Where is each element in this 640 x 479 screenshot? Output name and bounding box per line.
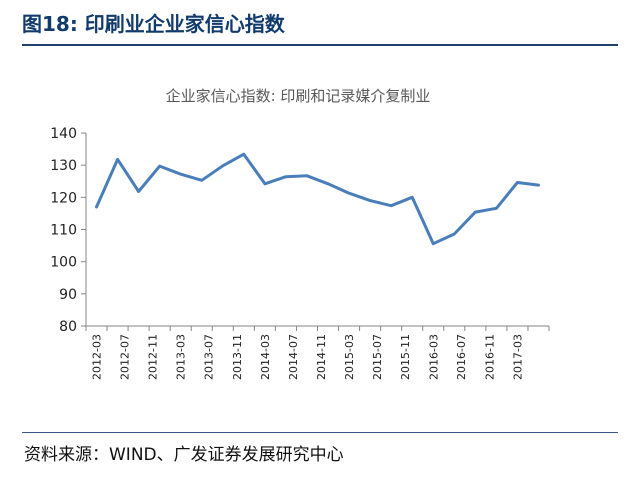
chart-axes <box>85 133 549 327</box>
figure-title: 图18: 印刷业企业家信心指数 <box>22 12 285 36</box>
data-point <box>179 173 182 176</box>
data-point <box>200 179 203 182</box>
x-tick-label: 2014-07 <box>287 334 300 380</box>
source-note: 资料来源：WIND、广发证券发展研究中心 <box>24 445 344 465</box>
x-tick-label: 2015-11 <box>399 334 412 380</box>
data-point <box>516 181 519 184</box>
data-point <box>347 192 351 195</box>
data-point <box>137 190 140 193</box>
y-tick-label: 130 <box>50 158 77 174</box>
data-point <box>495 207 498 210</box>
data-point <box>263 182 267 185</box>
y-tick-label: 80 <box>59 319 77 335</box>
chart-title: 企业家信心指数: 印刷和记录媒介复制业 <box>166 87 431 105</box>
series-line <box>95 152 540 246</box>
x-tick-label: 2012-07 <box>119 334 132 380</box>
data-point <box>474 210 477 214</box>
x-axis-ticks: 2012-03 2012-07 2012-11 2013-03 2013-07 2013-… <box>85 326 550 380</box>
x-tick-label: 2013-11 <box>231 334 244 380</box>
data-point <box>368 199 372 202</box>
data-point <box>453 232 456 236</box>
x-tick-label: 2013-07 <box>203 334 216 380</box>
data-point <box>326 182 330 185</box>
x-tick-label: 2016-03 <box>427 334 440 380</box>
y-tick-label: 140 <box>50 126 77 142</box>
data-point <box>242 153 245 156</box>
x-tick-label: 2012-11 <box>147 334 160 380</box>
data-point <box>95 205 98 209</box>
data-point <box>221 164 224 167</box>
data-point <box>411 196 414 199</box>
y-tick-label: 90 <box>59 287 77 303</box>
data-point <box>432 242 435 245</box>
y-tick-label: 100 <box>50 255 77 271</box>
chart-series <box>95 152 540 246</box>
y-tick-label: 110 <box>50 223 77 239</box>
data-point <box>305 174 309 177</box>
source-divider <box>22 432 618 433</box>
title-divider <box>22 44 618 46</box>
data-point <box>158 164 161 168</box>
data-point <box>537 183 540 187</box>
y-tick-label: 120 <box>50 190 77 206</box>
y-axis-ticks: 80 90 100 110 120 130 140 <box>50 126 86 335</box>
x-tick-label: 2015-07 <box>371 334 384 380</box>
x-tick-label: 2014-03 <box>259 334 272 380</box>
data-point <box>390 204 393 207</box>
x-tick-label: 2016-07 <box>455 334 468 380</box>
x-tick-label: 2016-11 <box>483 334 496 380</box>
data-point <box>116 158 119 161</box>
x-tick-label: 2015-03 <box>343 334 356 380</box>
x-tick-label: 2013-03 <box>175 334 188 380</box>
x-tick-label: 2017-03 <box>511 334 524 380</box>
data-point <box>284 175 288 178</box>
x-tick-label: 2014-11 <box>315 334 328 380</box>
line-chart: 企业家信心指数: 印刷和记录媒介复制业 8090100110120130140 … <box>50 87 550 380</box>
x-tick-label: 2012-03 <box>91 334 104 380</box>
